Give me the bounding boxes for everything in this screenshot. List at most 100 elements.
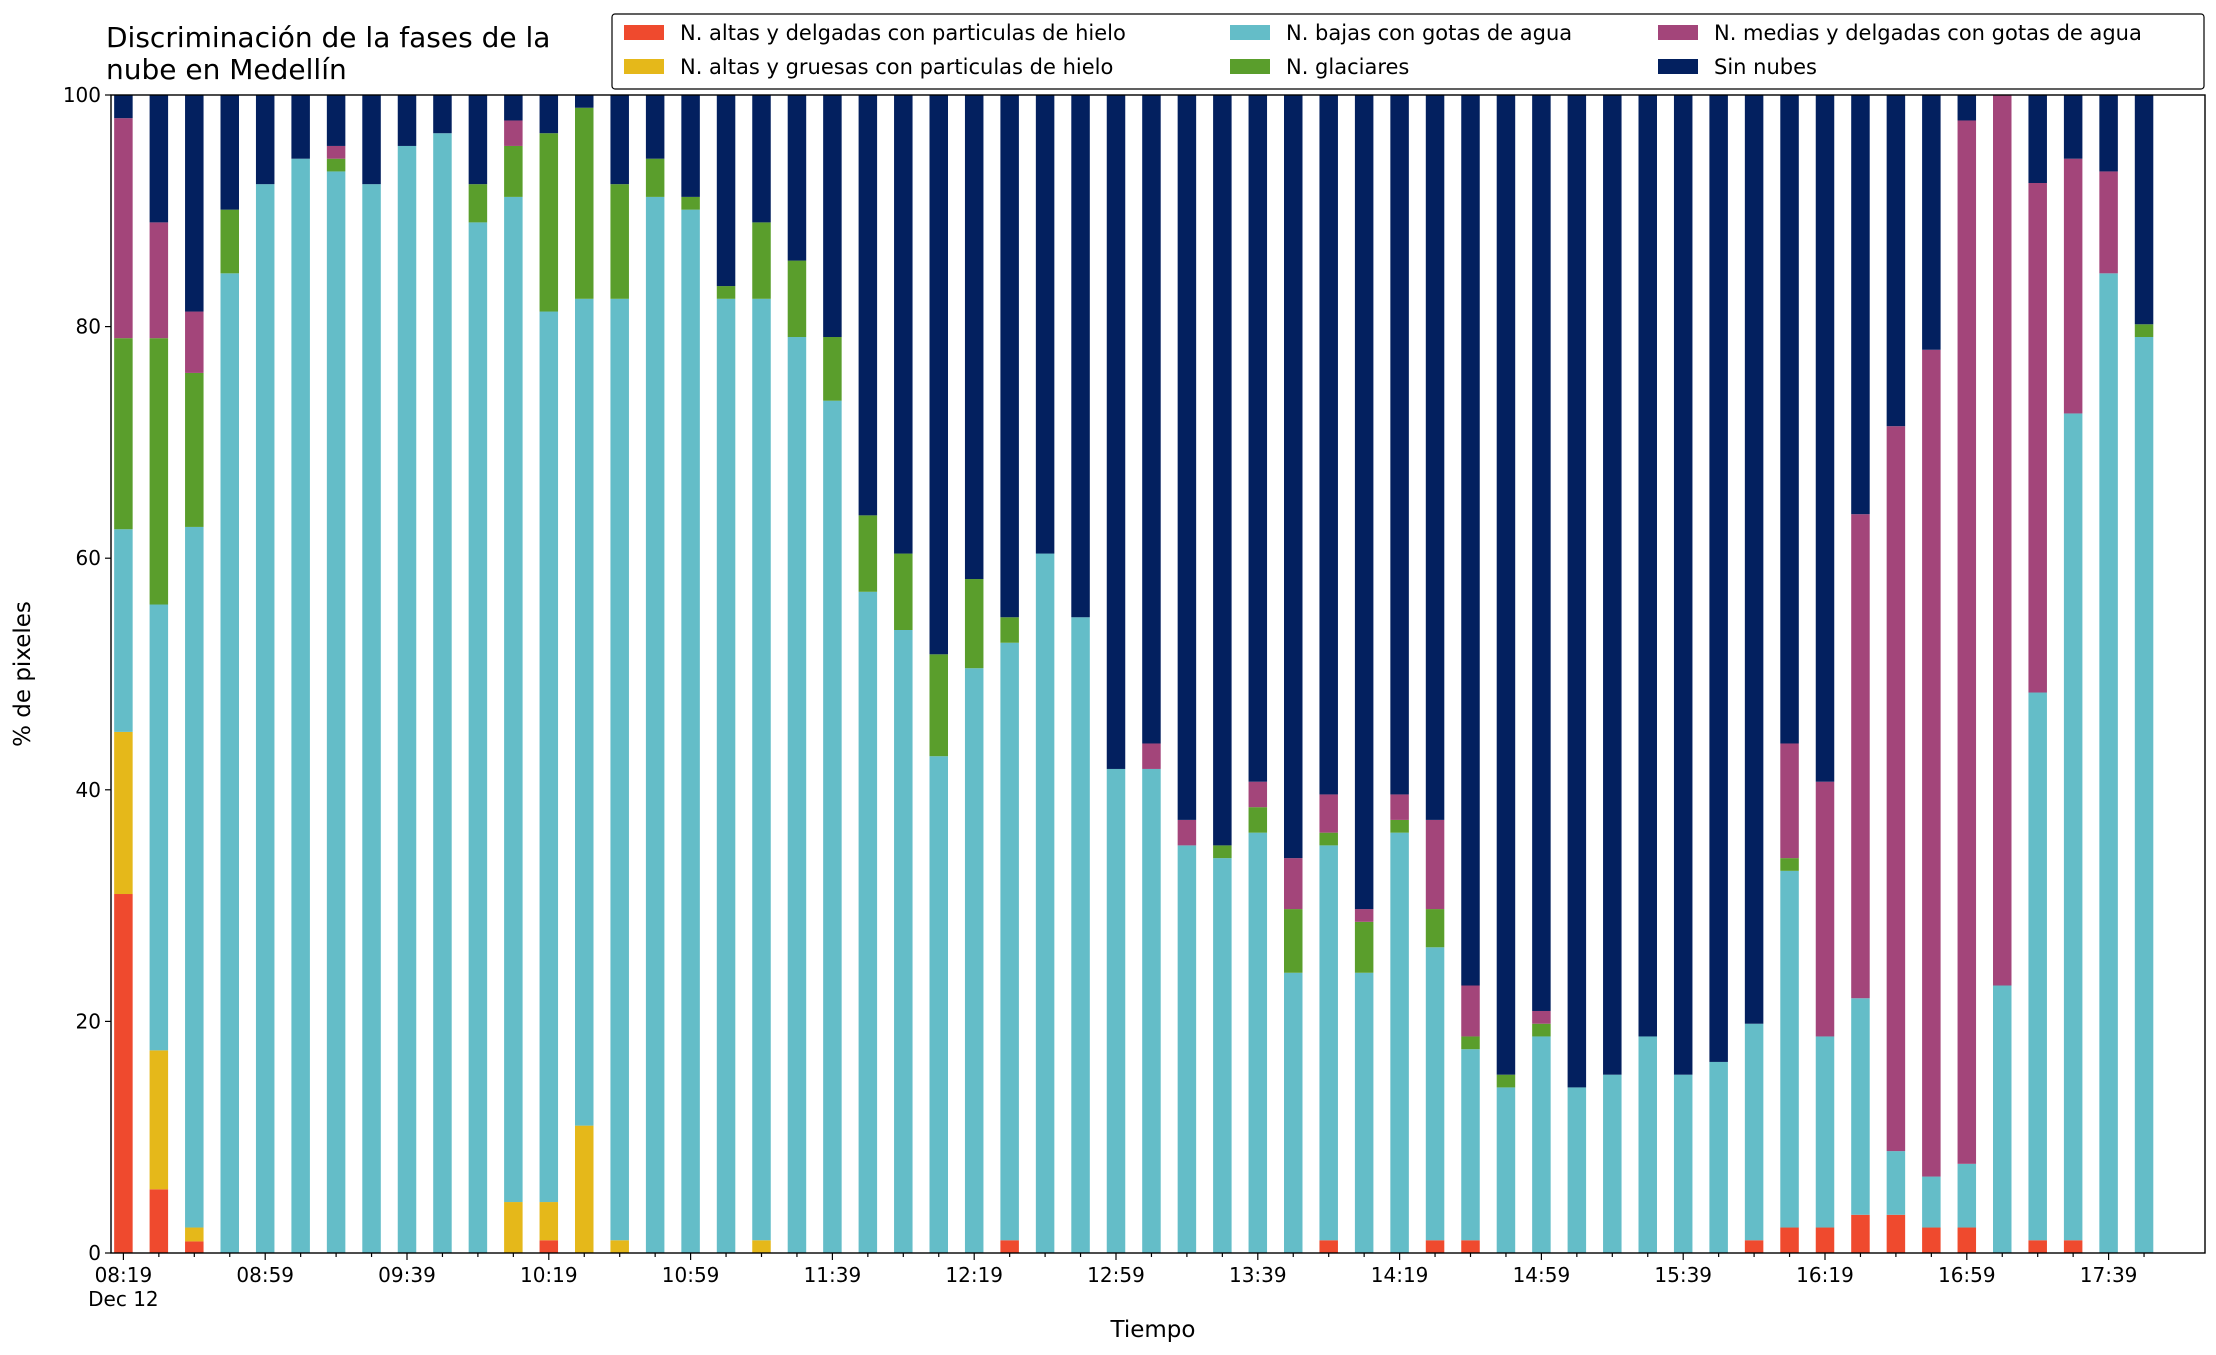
bar-segment [1886,1214,1906,1253]
x-tick-label: 09:39 [378,1263,436,1287]
y-axis-label: % de pixeles [10,601,36,747]
bar-segment [1142,743,1161,769]
bar-segment [1780,1227,1799,1253]
legend-swatch [624,59,664,74]
bar-segment [1354,972,1374,1253]
bar-segment [1461,95,1480,986]
bar-segment [1035,553,1055,1253]
bar-segment [539,1202,559,1241]
bar-segment [397,145,417,1253]
bar-segment [1248,95,1268,782]
bar-segment [1248,781,1268,808]
bar-segment [1780,95,1799,744]
bar-segment [1957,95,1977,121]
bar-segment [326,145,346,159]
bar-segment [1071,95,1090,618]
bar-segment [1461,985,1480,1037]
legend-box [611,13,2205,90]
bar-segment [610,184,629,299]
bar-segment [504,120,523,146]
x-tick-label: 16:19 [1796,1263,1854,1287]
bar-segment [575,298,594,1126]
bar-segment [2134,337,2154,1254]
bar-segment [114,118,133,339]
y-tick-label: 100 [63,83,101,107]
bar-segment [185,526,204,1228]
bar-segment [1815,1227,1835,1253]
bar-segment [504,145,523,197]
bar-segment [114,529,133,732]
bar-segment [1213,95,1232,846]
bar-segment [1532,1023,1551,1037]
bar-segment [681,209,700,1254]
bar-segment [787,260,807,338]
bar-segment [2063,95,2083,159]
bar-segment [610,1240,629,1253]
legend-label: N. altas y gruesas con particulas de hie… [680,55,1113,79]
bar-segment [823,337,842,401]
bar-segment [752,95,771,223]
bar-segment [1638,1036,1657,1253]
legend-label: N. medias y delgadas con gotas de agua [1714,21,2142,45]
bar-segment [1177,845,1197,1253]
x-axis-label: Tiempo [1110,1317,1196,1343]
bar-segment [1390,819,1409,833]
bar-segment [929,756,948,1253]
bar-segment [255,95,275,185]
y-tick-label: 80 [76,315,101,339]
bar-segment [1071,617,1090,1253]
bar-segment [149,1050,169,1190]
bar-segment [1780,870,1799,1228]
legend-swatch [1230,59,1270,74]
x-tick-label: 12:59 [1087,1263,1145,1287]
bar-segment [1390,95,1409,795]
bar-segment [1709,95,1728,1062]
bar-segment [539,1240,559,1253]
bar-segment [2028,692,2047,1241]
bar-segment [858,591,878,1253]
legend-label: N. altas y delgadas con particulas de hi… [680,21,1126,45]
bar-segment [1461,1049,1480,1241]
legend-swatch [1230,25,1270,40]
y-tick-label: 0 [88,1241,101,1265]
x-tick-label: 14:19 [1371,1263,1429,1287]
x-date-label: Dec 12 [88,1287,159,1311]
bar-segment [1603,1074,1622,1253]
bar-segment [1213,845,1232,859]
bar-segment [610,95,629,185]
legend-swatch [1658,59,1698,74]
bar-segment [1319,95,1338,795]
bar-segment [185,1241,204,1253]
bar-segment [681,95,700,197]
bar-segment [1567,1087,1587,1253]
x-tick-label: 08:59 [236,1263,294,1287]
bar-segment [1780,858,1799,871]
bar-segment [185,372,204,527]
bar-segment [185,1227,204,1242]
bar-segment [149,222,169,339]
bar-segment [220,273,239,1253]
bar-segment [1425,819,1445,910]
bar-segment [1886,95,1906,427]
bar-segment [1000,617,1019,643]
bar-segment [787,337,807,1254]
bar-segment [1319,845,1338,1241]
bar-segment [1993,985,2012,1253]
bar-segment [1993,95,2012,986]
bar-segment [645,95,665,159]
y-tick-label: 40 [76,778,101,802]
bar-segment [2028,183,2047,693]
bar-segment [1000,95,1019,618]
bar-segment [1284,972,1303,1253]
bar-segment [255,184,275,1253]
bar-segment [1248,807,1268,833]
bar-segment [964,668,984,1253]
bar-segment [1425,947,1445,1241]
bar-segment [2063,158,2083,414]
bar-segment [1532,1010,1551,1024]
bar-segment [1177,95,1197,820]
bar-segment [1425,1240,1445,1253]
bar-segment [539,133,559,312]
x-tick-label: 17:39 [2080,1263,2138,1287]
